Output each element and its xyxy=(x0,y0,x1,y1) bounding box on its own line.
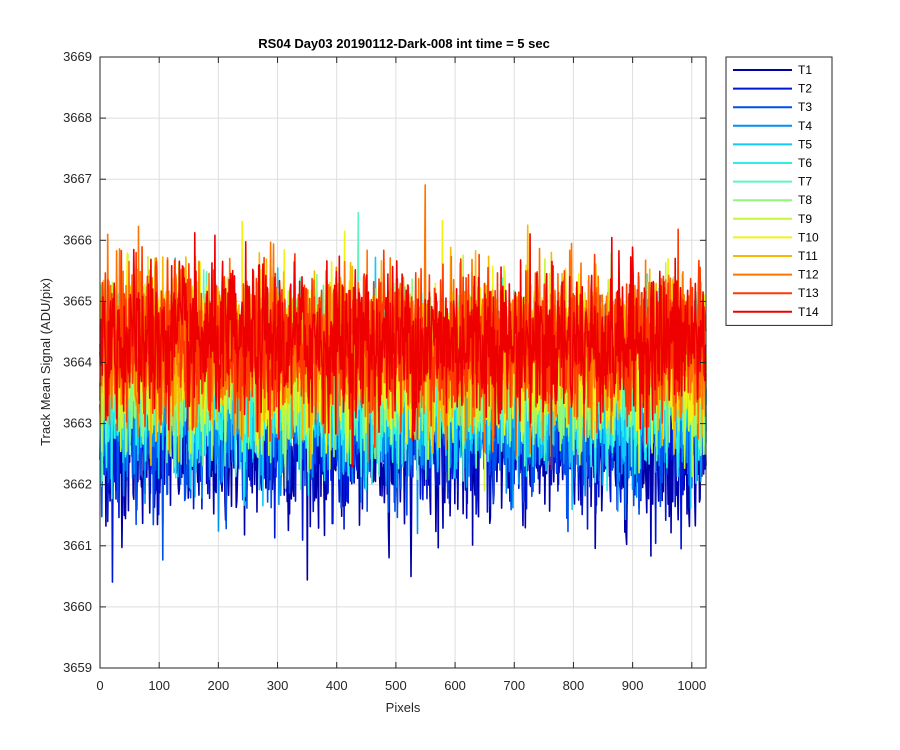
series-line-t14 xyxy=(99,232,707,471)
x-tick-label: 700 xyxy=(503,678,525,693)
y-tick-label: 3666 xyxy=(63,232,92,247)
y-tick-label: 3668 xyxy=(63,110,92,125)
y-tick-label: 3660 xyxy=(63,599,92,614)
x-tick-label: 300 xyxy=(267,678,289,693)
legend-label-t10: T10 xyxy=(798,230,819,244)
y-tick-label: 3663 xyxy=(63,416,92,431)
x-tick-label: 800 xyxy=(563,678,585,693)
legend-label-t2: T2 xyxy=(798,82,812,96)
y-tick-label: 3659 xyxy=(63,660,92,675)
legend-label-t11: T11 xyxy=(798,249,818,263)
legend-label-t9: T9 xyxy=(798,212,812,226)
x-axis-label: Pixels xyxy=(386,700,421,715)
y-tick-label: 3661 xyxy=(63,538,92,553)
legend-label-t4: T4 xyxy=(798,119,812,133)
legend-label-t7: T7 xyxy=(798,175,812,189)
x-tick-label: 600 xyxy=(444,678,466,693)
series-layer xyxy=(99,184,707,583)
x-tick-label: 1000 xyxy=(677,678,706,693)
y-axis-label: Track Mean Signal (ADU/pix) xyxy=(38,278,53,446)
y-tick-label: 3665 xyxy=(63,293,92,308)
x-tick-label: 0 xyxy=(96,678,103,693)
legend-label-t8: T8 xyxy=(798,193,812,207)
y-tick-label: 3669 xyxy=(63,49,92,64)
y-tick-label: 3667 xyxy=(63,171,92,186)
x-tick-label: 500 xyxy=(385,678,407,693)
x-tick-label: 200 xyxy=(208,678,230,693)
legend-label-t12: T12 xyxy=(798,268,819,282)
legend-label-t3: T3 xyxy=(798,100,812,114)
axis-ticks: 0 100 200 300 400 500 600 700 800 900 1000 3659 3660… xyxy=(63,49,706,693)
legend-label-t6: T6 xyxy=(798,156,812,170)
legend-label-t5: T5 xyxy=(798,137,812,151)
chart-title: RS04 Day03 20190112-Dark-008 int time = … xyxy=(258,36,550,51)
legend-label-t14: T14 xyxy=(798,305,819,319)
y-tick-label: 3662 xyxy=(63,477,92,492)
x-tick-label: 900 xyxy=(622,678,644,693)
legend-label-t1: T1 xyxy=(798,63,812,77)
legend-label-t13: T13 xyxy=(798,286,819,300)
x-tick-label: 100 xyxy=(148,678,170,693)
y-tick-label: 3664 xyxy=(63,355,92,370)
legend-box xyxy=(725,56,833,326)
legend: T1 T2 T3 T4 T5 T6 T7 T8 T9 T10 T11 T12 T13 T14 xyxy=(725,56,833,326)
x-tick-label: 400 xyxy=(326,678,348,693)
